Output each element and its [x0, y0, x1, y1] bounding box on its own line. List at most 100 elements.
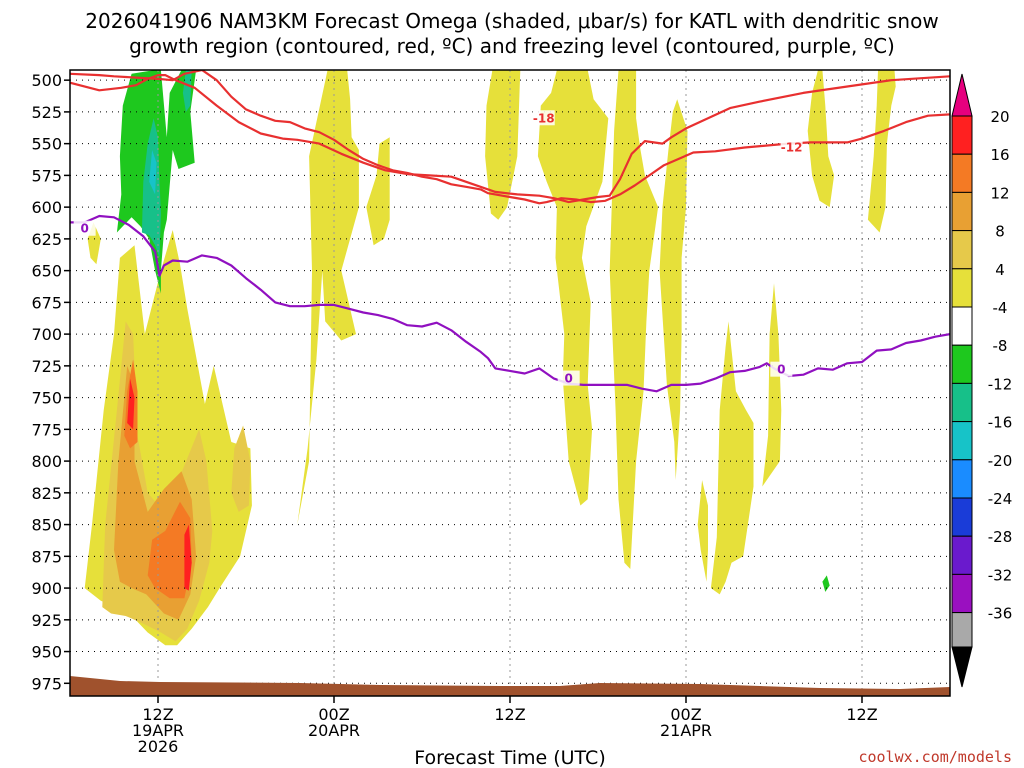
freezing-level-line — [70, 214, 950, 393]
omega-plus4-mid3 — [485, 70, 521, 220]
colorbar-segment-9 — [951, 459, 973, 499]
omega-plus16-lower — [147, 501, 192, 599]
y-tick-label-3: 575 — [31, 166, 62, 185]
x-tick-label-0-3: 2026 — [138, 737, 179, 756]
omega-plus4-right4 — [867, 70, 896, 233]
colorbar-segment-6 — [951, 344, 973, 384]
colorbar-segment-1 — [951, 153, 973, 193]
omega-plus4-mid1 — [297, 70, 359, 525]
omega-plus4-mid2 — [366, 137, 390, 246]
colorbar-label-0: 20 — [990, 108, 1009, 126]
x-tick-label-1-2: 20APR — [308, 721, 360, 740]
omega-minus12 — [141, 118, 161, 258]
y-tick-label-12: 800 — [31, 452, 62, 471]
y-tick-label-10: 750 — [31, 389, 62, 408]
colorbar-segment-8 — [951, 421, 973, 461]
colorbar-segment-10 — [951, 497, 973, 537]
contour-label-0: -18 — [533, 111, 555, 125]
y-tick-label-11: 775 — [31, 420, 62, 439]
colorbar-segment-11 — [951, 535, 973, 575]
contour-label-bg-0 — [532, 110, 555, 126]
x-tick-label-0-1: 12Z — [142, 705, 173, 724]
x-axis-label: Forecast Time (UTC) — [414, 747, 605, 768]
contour-label-4: 0 — [777, 363, 785, 377]
colorbar-label-2: 12 — [990, 184, 1009, 202]
y-tick-label-1: 525 — [31, 103, 62, 122]
colorbar-label-1: 16 — [990, 146, 1009, 164]
contour-label-bg-2 — [73, 220, 96, 236]
omega-plus4-right2 — [762, 283, 782, 487]
contour-label-bg-3 — [557, 370, 580, 386]
isotherm-minus18-line — [70, 74, 950, 204]
omega-plus4-mid5 — [609, 70, 659, 569]
isotherm-minus12-line — [70, 70, 950, 205]
colorbar-label-3: 8 — [995, 223, 1005, 241]
x-tick-label-1-1: 00Z — [318, 705, 349, 724]
y-tick-label-13: 825 — [31, 484, 62, 503]
contour-label-2: 0 — [80, 222, 88, 236]
credit-text: coolwx.com/models — [858, 748, 1012, 766]
y-tick-label-8: 700 — [31, 325, 62, 344]
y-tick-label-0: 500 — [31, 71, 62, 90]
contour-label-3: 0 — [564, 372, 572, 386]
colorbar-label-8: -16 — [988, 414, 1013, 432]
y-tick-label-6: 650 — [31, 262, 62, 281]
colorbar-segment-7 — [951, 382, 973, 423]
chart-title-line2: growth region (contoured, red, ºC) and f… — [129, 34, 895, 58]
y-tick-label-14: 850 — [31, 516, 62, 535]
colorbar-label-12: -32 — [988, 566, 1013, 584]
y-tick-label-18: 950 — [31, 643, 62, 662]
omega-shading — [84, 70, 896, 646]
terrain-fill — [70, 676, 950, 696]
y-tick-label-17: 925 — [31, 611, 62, 630]
x-tick-label-3-1: 00Z — [670, 705, 701, 724]
plot-area: -18 -12 0 0 0 — [70, 70, 950, 696]
colorbar-label-5: -4 — [993, 299, 1008, 317]
y-tick-label-15: 875 — [31, 547, 62, 566]
omega-plus20-lower — [184, 524, 192, 591]
omega-minus8-dot — [822, 575, 830, 592]
colorbar-segment-3 — [951, 230, 973, 270]
omega-plus20-upper — [127, 378, 135, 430]
colorbar-segment-13 — [951, 612, 973, 648]
x-tick-label-3-2: 21APR — [660, 721, 712, 740]
colorbar: 20 16 12 8 4 -4 -8 -12 -16 -20 -24 -28 -32 -36 — [951, 73, 1013, 688]
y-tick-label-7: 675 — [31, 293, 62, 312]
omega-minus16 — [149, 150, 157, 195]
colorbar-top-arrow — [951, 73, 973, 117]
colorbar-label-13: -36 — [988, 605, 1013, 623]
x-tick-label-2-1: 12Z — [494, 705, 525, 724]
omega-plus4-right1 — [710, 321, 754, 595]
contour-label-bg-1 — [780, 139, 803, 155]
y-tick-label-2: 550 — [31, 135, 62, 154]
contour-label-bg-4 — [770, 361, 793, 377]
grid-lines — [70, 70, 950, 696]
colorbar-label-11: -28 — [988, 528, 1013, 546]
colorbar-label-4: 4 — [995, 261, 1005, 279]
colorbar-label-6: -8 — [993, 337, 1008, 355]
colorbar-label-9: -20 — [988, 452, 1013, 470]
y-axis: 500 525 550 575 600 625 650 675 700 725 750 775 800 8… — [31, 71, 70, 693]
y-tick-label-16: 900 — [31, 579, 62, 598]
colorbar-segment-0 — [951, 115, 973, 155]
omega-plus4-right3 — [807, 70, 835, 208]
y-tick-label-9: 725 — [31, 357, 62, 376]
omega-plus4-mid4 — [537, 70, 609, 506]
colorbar-label-7: -12 — [988, 375, 1013, 393]
contour-lines: -18 -12 0 0 0 — [70, 70, 950, 393]
colorbar-segment-5 — [951, 306, 973, 346]
omega-plus8-right — [231, 425, 251, 512]
colorbar-segment-12 — [951, 573, 973, 614]
x-tick-label-4-1: 12Z — [846, 705, 877, 724]
colorbar-segment-4 — [951, 268, 973, 308]
omega-plus4-mid7 — [697, 480, 708, 582]
colorbar-label-10: -24 — [988, 490, 1013, 508]
colorbar-segment-2 — [951, 191, 973, 232]
x-tick-label-0-2: 19APR — [132, 721, 184, 740]
y-tick-label-19: 975 — [31, 674, 62, 693]
y-tick-label-4: 600 — [31, 198, 62, 217]
y-tick-label-5: 625 — [31, 230, 62, 249]
contour-label-1: -12 — [781, 140, 803, 154]
